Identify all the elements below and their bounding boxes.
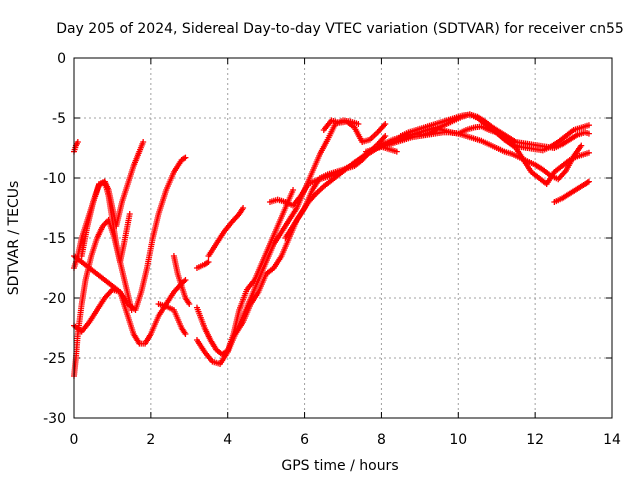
data-point xyxy=(205,259,212,265)
series-track-8 xyxy=(170,253,193,307)
data-point xyxy=(382,121,389,127)
y-tick-label: -15 xyxy=(43,231,66,247)
y-tick-label: -20 xyxy=(43,291,66,307)
y-tick-label: -25 xyxy=(43,351,66,367)
x-tick-label: 6 xyxy=(300,432,309,448)
series-track-18 xyxy=(378,129,585,183)
data-point xyxy=(126,211,133,217)
data-point xyxy=(182,331,189,337)
series-track-15 xyxy=(320,117,389,145)
series-track-12 xyxy=(205,205,247,259)
series-track-7 xyxy=(155,301,189,337)
x-tick-label: 8 xyxy=(377,432,386,448)
x-tick-label: 4 xyxy=(223,432,232,448)
series-track-20 xyxy=(551,178,592,205)
data-point xyxy=(355,121,362,127)
axis-ticks: 0 2 4 6 8 10 12 14 0 -5 -10 -15 -20 -25 -30 xyxy=(43,51,621,448)
plot-border xyxy=(73,57,613,419)
series-track-19 xyxy=(397,111,592,151)
data-point xyxy=(182,277,189,283)
data-point xyxy=(181,155,188,162)
data-point xyxy=(290,187,297,193)
data-point xyxy=(240,205,247,211)
y-tick-label: -10 xyxy=(43,171,66,187)
data-point xyxy=(181,278,188,285)
y-tick-label: -30 xyxy=(43,411,66,427)
x-tick-label: 12 xyxy=(526,432,544,448)
data-point xyxy=(204,259,211,266)
data-point xyxy=(585,130,592,137)
series-track-11 xyxy=(193,259,212,271)
chart-title: Day 205 of 2024, Sidereal Day-to-day VTE… xyxy=(56,21,624,37)
data-point xyxy=(140,139,147,145)
data-point xyxy=(585,122,592,129)
x-tick-label: 10 xyxy=(449,432,467,448)
x-axis-label: GPS time / hours xyxy=(281,458,398,474)
data-point xyxy=(393,148,400,155)
grid xyxy=(74,58,612,418)
series-track-6 xyxy=(78,178,133,265)
data-point xyxy=(382,133,389,139)
y-tick-label: -5 xyxy=(52,111,66,127)
data-point xyxy=(186,301,193,307)
data-point xyxy=(585,178,592,185)
plot-area xyxy=(71,111,592,379)
x-tick-label: 0 xyxy=(70,432,79,448)
data-point xyxy=(578,142,585,149)
data-point xyxy=(585,149,592,156)
y-axis-label: SDTVAR / TECUs xyxy=(6,181,22,296)
y-tick-label: 0 xyxy=(57,51,66,67)
x-tick-label: 14 xyxy=(603,432,621,448)
x-tick-label: 2 xyxy=(146,432,155,448)
data-point xyxy=(74,139,81,145)
data-point xyxy=(584,179,591,186)
data-point xyxy=(182,154,189,161)
